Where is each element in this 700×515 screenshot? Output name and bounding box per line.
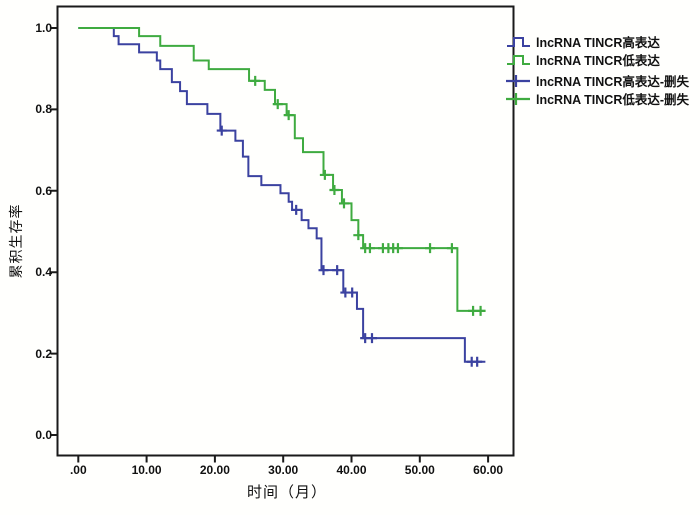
x-tick-label: 50.00 [404, 463, 435, 477]
legend-item-label: lncRNA TINCR低表达 [536, 54, 660, 68]
x-tick-label: 10.00 [131, 463, 162, 477]
censor-marks-low [250, 75, 486, 316]
y-tick-label: 1.0 [35, 21, 52, 35]
legend-step-icon [507, 54, 530, 65]
axis-ticks [50, 27, 490, 463]
legend: lncRNA TINCR高表达 lncRNA TINCR低表达 lncRNA TIN… [506, 33, 689, 108]
survival-curve-high [78, 27, 486, 363]
legend-item-label: lncRNA TINCR高表达 [536, 36, 660, 50]
censor-marks-high [216, 125, 483, 367]
legend-item: lncRNA TINCR低表达-删失 [506, 90, 689, 107]
y-tick-label: 0.8 [35, 102, 52, 117]
y-axis-title: 累积生存率 [8, 203, 24, 279]
legend-item: lncRNA TINCR高表达-删失 [506, 72, 689, 89]
x-tick-label: 20.00 [199, 463, 230, 477]
survival-curve-low [78, 27, 486, 312]
legend-step-icon [507, 36, 530, 47]
legend-item: lncRNA TINCR低表达 [506, 51, 689, 68]
legend-censor-icon [506, 92, 530, 105]
x-tick-label: 30.00 [268, 463, 299, 477]
x-tick-label: .00 [69, 463, 87, 477]
x-tick-label: 60.00 [473, 463, 504, 477]
x-tick-label: 40.00 [336, 463, 367, 477]
legend-item-label: lncRNA TINCR高表达-删失 [536, 75, 690, 89]
legend-item: lncRNA TINCR高表达 [506, 33, 689, 50]
y-tick-label: 0.2 [35, 346, 52, 361]
plot-frame [56, 5, 515, 457]
y-tick-label: 0.4 [35, 265, 52, 280]
legend-item-label: lncRNA TINCR低表达-删失 [536, 93, 690, 107]
y-tick-label: 0.0 [35, 428, 52, 442]
y-tick-label: 0.6 [35, 183, 52, 198]
legend-censor-icon [506, 74, 530, 87]
x-axis-title: 时间（月） [246, 484, 327, 501]
